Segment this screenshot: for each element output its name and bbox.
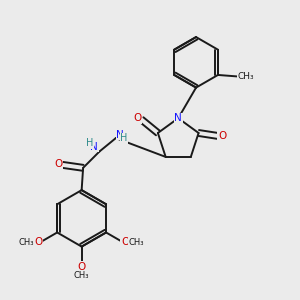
Text: O: O [121,237,129,248]
Text: O: O [218,131,226,141]
Text: N: N [116,130,124,140]
Text: CH₃: CH₃ [238,72,254,81]
Text: N: N [90,142,98,152]
Text: O: O [54,159,62,169]
Text: O: O [133,113,142,123]
Text: O: O [34,237,42,248]
Text: CH₃: CH₃ [74,271,89,280]
Text: O: O [77,262,86,272]
Text: H: H [86,138,93,148]
Text: H: H [121,133,128,143]
Text: CH₃: CH₃ [129,238,144,247]
Text: CH₃: CH₃ [18,238,34,247]
Text: N: N [174,113,182,123]
